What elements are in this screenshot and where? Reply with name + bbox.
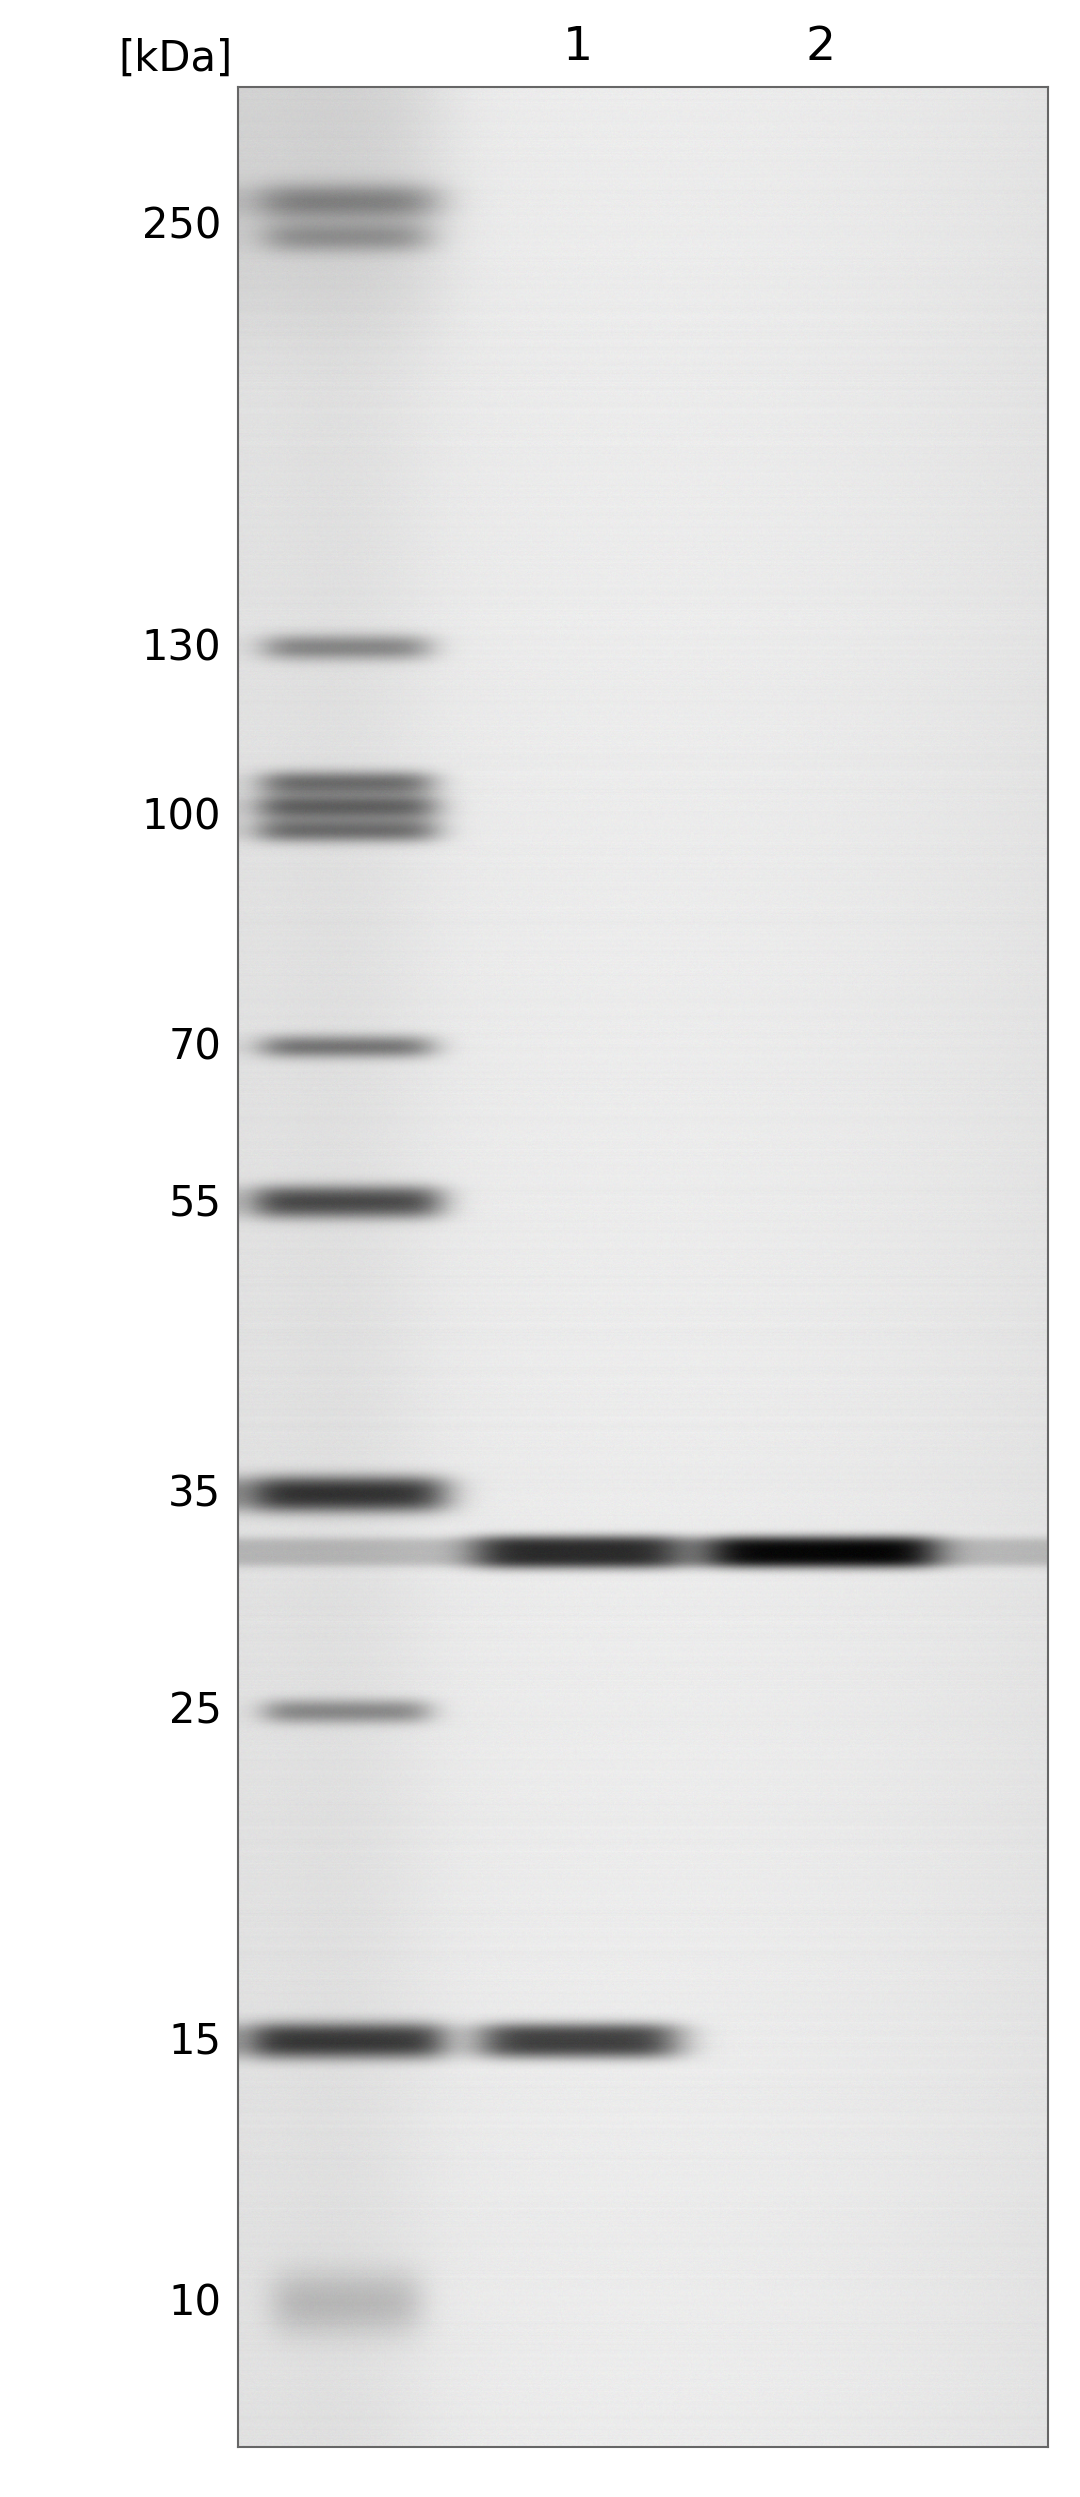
Text: 2: 2 [806,25,836,70]
Text: 10: 10 [168,2282,221,2325]
Text: [kDa]: [kDa] [118,37,232,80]
Text: 1: 1 [563,25,593,70]
Text: 70: 70 [168,1026,221,1069]
Text: 55: 55 [168,1181,221,1224]
Text: 15: 15 [168,2020,221,2063]
Text: 100: 100 [141,797,221,839]
Text: 25: 25 [168,1690,221,1733]
Text: 130: 130 [141,627,221,669]
Text: 35: 35 [168,1473,221,1516]
Text: 250: 250 [143,205,221,247]
